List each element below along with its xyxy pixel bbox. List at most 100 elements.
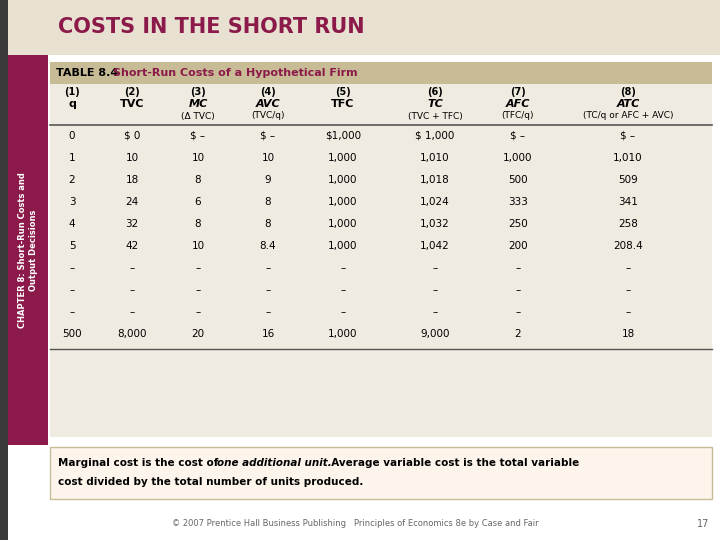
Text: 8: 8 xyxy=(265,219,271,229)
Text: (TVC + TFC): (TVC + TFC) xyxy=(408,111,462,120)
Text: $ 0: $ 0 xyxy=(124,131,140,141)
Text: –: – xyxy=(130,307,135,317)
Text: –: – xyxy=(626,307,631,317)
Text: 200: 200 xyxy=(508,241,528,251)
Text: $ –: $ – xyxy=(261,131,276,141)
Text: 10: 10 xyxy=(192,241,204,251)
Text: TABLE 8.4: TABLE 8.4 xyxy=(56,68,118,78)
Text: 1,032: 1,032 xyxy=(420,219,450,229)
Text: –: – xyxy=(69,263,75,273)
Text: (TFC/q): (TFC/q) xyxy=(502,111,534,120)
Text: –: – xyxy=(195,285,201,295)
Text: Average variable cost is the total variable: Average variable cost is the total varia… xyxy=(324,458,580,468)
Text: Marginal cost is the cost of: Marginal cost is the cost of xyxy=(58,458,222,468)
Text: TFC: TFC xyxy=(331,99,355,109)
Text: 208.4: 208.4 xyxy=(613,241,643,251)
Text: –: – xyxy=(69,307,75,317)
Text: q: q xyxy=(68,99,76,109)
Bar xyxy=(50,84,712,437)
Text: 500: 500 xyxy=(62,329,82,339)
Text: 9,000: 9,000 xyxy=(420,329,450,339)
Text: 1,010: 1,010 xyxy=(420,153,450,163)
Text: (2): (2) xyxy=(124,87,140,97)
Text: 1,000: 1,000 xyxy=(328,175,358,185)
Text: cost divided by the total number of units produced.: cost divided by the total number of unit… xyxy=(58,477,364,487)
Text: 8,000: 8,000 xyxy=(117,329,147,339)
Text: 42: 42 xyxy=(125,241,139,251)
Text: –: – xyxy=(626,263,631,273)
Text: –: – xyxy=(69,285,75,295)
Text: –: – xyxy=(626,285,631,295)
Text: 17: 17 xyxy=(697,519,709,529)
Text: AVC: AVC xyxy=(256,99,280,109)
Text: 10: 10 xyxy=(261,153,274,163)
Text: –: – xyxy=(341,263,346,273)
Text: (8): (8) xyxy=(620,87,636,97)
Text: 1,000: 1,000 xyxy=(328,219,358,229)
Text: 10: 10 xyxy=(125,153,138,163)
Text: (Δ TVC): (Δ TVC) xyxy=(181,111,215,120)
Text: $1,000: $1,000 xyxy=(325,131,361,141)
Text: 8.4: 8.4 xyxy=(260,241,276,251)
Text: 0: 0 xyxy=(68,131,76,141)
Text: 509: 509 xyxy=(618,175,638,185)
Text: $ 1,000: $ 1,000 xyxy=(415,131,455,141)
Text: 8: 8 xyxy=(194,219,202,229)
Text: $ –: $ – xyxy=(510,131,526,141)
Text: 16: 16 xyxy=(261,329,274,339)
Text: one additional unit.: one additional unit. xyxy=(217,458,332,468)
Text: 8: 8 xyxy=(194,175,202,185)
Text: (7): (7) xyxy=(510,87,526,97)
Text: 1,042: 1,042 xyxy=(420,241,450,251)
Text: 18: 18 xyxy=(125,175,139,185)
Text: TVC: TVC xyxy=(120,99,144,109)
Text: (TVC/q): (TVC/q) xyxy=(251,111,284,120)
Text: –: – xyxy=(130,285,135,295)
Text: 2: 2 xyxy=(515,329,521,339)
Text: 1,000: 1,000 xyxy=(328,241,358,251)
Text: (6): (6) xyxy=(427,87,443,97)
Text: 1,000: 1,000 xyxy=(328,329,358,339)
Text: MC: MC xyxy=(189,99,207,109)
Text: –: – xyxy=(266,307,271,317)
Text: 1,000: 1,000 xyxy=(328,197,358,207)
Text: 1,010: 1,010 xyxy=(613,153,643,163)
Text: –: – xyxy=(516,263,521,273)
Text: CHAPTER 8: Short-Run Costs and
Output Decisions: CHAPTER 8: Short-Run Costs and Output De… xyxy=(18,172,37,328)
Text: (5): (5) xyxy=(335,87,351,97)
Text: (3): (3) xyxy=(190,87,206,97)
Text: 5: 5 xyxy=(68,241,76,251)
Text: TC: TC xyxy=(427,99,443,109)
Text: 1,000: 1,000 xyxy=(503,153,533,163)
Text: 20: 20 xyxy=(192,329,204,339)
Text: 333: 333 xyxy=(508,197,528,207)
Text: –: – xyxy=(266,285,271,295)
Bar xyxy=(50,447,712,499)
Text: 9: 9 xyxy=(265,175,271,185)
Text: –: – xyxy=(433,263,438,273)
Text: 6: 6 xyxy=(194,197,202,207)
Bar xyxy=(50,62,712,84)
Text: –: – xyxy=(195,263,201,273)
Text: –: – xyxy=(433,307,438,317)
Text: © 2007 Prentice Hall Business Publishing   Principles of Economics 8e by Case an: © 2007 Prentice Hall Business Publishing… xyxy=(171,519,539,529)
Text: 1: 1 xyxy=(68,153,76,163)
Text: 32: 32 xyxy=(125,219,139,229)
Text: –: – xyxy=(341,307,346,317)
Text: AFC: AFC xyxy=(506,99,530,109)
Text: (4): (4) xyxy=(260,87,276,97)
Text: –: – xyxy=(195,307,201,317)
Text: 1,024: 1,024 xyxy=(420,197,450,207)
Text: –: – xyxy=(433,285,438,295)
Text: 4: 4 xyxy=(68,219,76,229)
Text: –: – xyxy=(516,285,521,295)
Text: 3: 3 xyxy=(68,197,76,207)
Text: $ –: $ – xyxy=(621,131,636,141)
Bar xyxy=(8,55,48,445)
Text: 1,000: 1,000 xyxy=(328,153,358,163)
Text: (TC/q or AFC + AVC): (TC/q or AFC + AVC) xyxy=(582,111,673,120)
Text: COSTS IN THE SHORT RUN: COSTS IN THE SHORT RUN xyxy=(58,17,364,37)
Text: 258: 258 xyxy=(618,219,638,229)
Text: 341: 341 xyxy=(618,197,638,207)
Text: (1): (1) xyxy=(64,87,80,97)
